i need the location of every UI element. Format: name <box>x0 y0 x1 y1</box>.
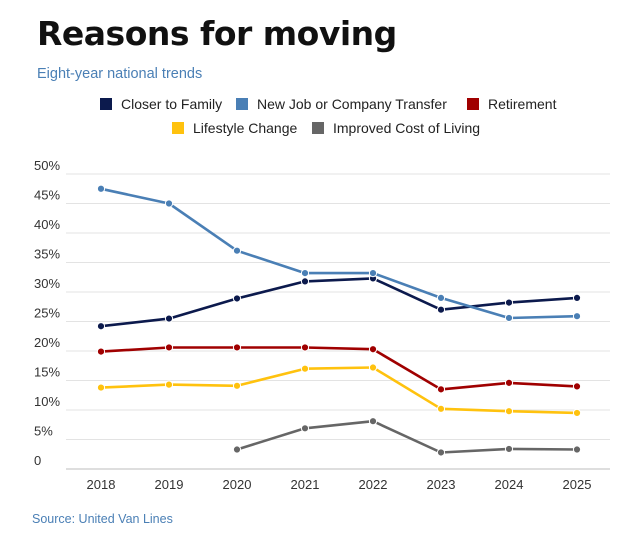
legend-swatch-icon <box>100 98 112 110</box>
data-point-improved-cost-of-living[interactable] <box>368 417 378 426</box>
x-tick-label: 2019 <box>155 477 184 492</box>
x-tick-label: 2018 <box>87 477 116 492</box>
x-tick-label: 2022 <box>359 477 388 492</box>
series-lines <box>96 184 582 457</box>
x-tick-label: 2021 <box>291 477 320 492</box>
data-point-lifestyle-change[interactable] <box>164 380 174 389</box>
legend-swatch-icon <box>236 98 248 110</box>
chart-source: Source: United Van Lines <box>32 512 173 526</box>
y-tick-label: 10% <box>34 394 60 409</box>
y-axis-tick-labels: 0 5% 10% 15% 20% 25% 30% 35% 40% 45% 50% <box>34 158 60 468</box>
y-tick-label: 50% <box>34 158 60 173</box>
series-retirement <box>96 343 582 394</box>
data-point-retirement[interactable] <box>232 343 242 352</box>
legend-label: Closer to Family <box>121 96 223 112</box>
series-closer-to-family <box>96 274 582 331</box>
x-tick-label: 2023 <box>427 477 456 492</box>
y-tick-label: 30% <box>34 276 60 291</box>
data-point-improved-cost-of-living[interactable] <box>300 424 310 433</box>
series-line-improved-cost-of-living <box>235 419 579 454</box>
y-tick-label: 40% <box>34 217 60 232</box>
legend-label: Lifestyle Change <box>193 120 298 136</box>
data-point-retirement[interactable] <box>300 343 310 352</box>
data-point-new-job-or-company-transfer[interactable] <box>300 269 310 278</box>
legend-label: New Job or Company Transfer <box>257 96 447 112</box>
data-point-lifestyle-change[interactable] <box>232 381 242 390</box>
data-point-closer-to-family[interactable] <box>96 322 106 331</box>
data-point-new-job-or-company-transfer[interactable] <box>368 269 378 278</box>
x-tick-label: 2024 <box>495 477 524 492</box>
series-lifestyle-change <box>96 363 582 418</box>
data-point-new-job-or-company-transfer[interactable] <box>164 199 174 208</box>
y-tick-label: 35% <box>34 247 60 262</box>
data-point-retirement[interactable] <box>504 378 514 387</box>
legend-item-retirement[interactable]: Retirement <box>467 96 556 112</box>
data-point-lifestyle-change[interactable] <box>436 404 446 413</box>
data-point-new-job-or-company-transfer[interactable] <box>504 313 514 323</box>
series-line-closer-to-family <box>99 277 579 328</box>
data-point-retirement[interactable] <box>96 347 106 356</box>
chart-title: Reasons for moving <box>37 14 397 53</box>
data-point-retirement[interactable] <box>164 343 174 352</box>
data-point-improved-cost-of-living[interactable] <box>232 445 242 454</box>
y-tick-label: 0 <box>34 453 41 468</box>
legend-item-lifestyle-change[interactable]: Lifestyle Change <box>172 120 297 136</box>
series-line-new-job-or-company-transfer <box>99 187 579 320</box>
legend-item-improved-cost-of-living[interactable]: Improved Cost of Living <box>312 120 480 136</box>
y-tick-label: 20% <box>34 335 60 350</box>
data-point-new-job-or-company-transfer[interactable] <box>436 293 446 302</box>
data-point-new-job-or-company-transfer[interactable] <box>96 184 106 193</box>
data-point-new-job-or-company-transfer[interactable] <box>232 246 242 255</box>
legend-swatch-icon <box>467 98 479 110</box>
legend-item-closer-to-family[interactable]: Closer to Family <box>100 96 222 112</box>
gridlines <box>66 173 610 470</box>
data-point-improved-cost-of-living[interactable] <box>436 448 446 457</box>
data-point-closer-to-family[interactable] <box>572 293 582 302</box>
legend-item-new-job-or-company-transfer[interactable]: New Job or Company Transfer <box>236 96 447 112</box>
data-point-closer-to-family[interactable] <box>504 298 514 307</box>
legend-label: Retirement <box>488 96 557 112</box>
data-point-closer-to-family[interactable] <box>436 305 446 314</box>
y-tick-label: 25% <box>34 306 60 321</box>
data-point-retirement[interactable] <box>572 382 582 391</box>
data-point-improved-cost-of-living[interactable] <box>572 445 582 454</box>
data-point-lifestyle-change[interactable] <box>368 363 378 372</box>
legend-swatch-icon <box>172 122 184 134</box>
series-new-job-or-company-transfer <box>96 184 582 323</box>
data-point-lifestyle-change[interactable] <box>300 364 310 373</box>
y-tick-label: 15% <box>34 365 60 380</box>
y-tick-label: 45% <box>34 188 60 203</box>
y-tick-label: 5% <box>34 424 53 439</box>
data-point-lifestyle-change[interactable] <box>572 408 582 418</box>
series-line-retirement <box>99 346 579 391</box>
x-axis-tick-labels: 2018 2019 2020 2021 2022 2023 2024 2025 <box>87 477 592 492</box>
x-tick-label: 2020 <box>223 477 252 492</box>
data-point-improved-cost-of-living[interactable] <box>504 444 514 454</box>
legend-swatch-icon <box>312 122 324 134</box>
data-point-lifestyle-change[interactable] <box>96 383 106 392</box>
data-point-retirement[interactable] <box>436 385 446 394</box>
legend-label: Improved Cost of Living <box>333 120 481 136</box>
data-point-closer-to-family[interactable] <box>164 314 174 323</box>
data-point-closer-to-family[interactable] <box>232 294 242 303</box>
chart-subtitle: Eight-year national trends <box>37 66 203 82</box>
series-line-lifestyle-change <box>99 366 579 415</box>
data-point-closer-to-family[interactable] <box>300 277 310 286</box>
data-point-retirement[interactable] <box>368 345 378 354</box>
x-tick-label: 2025 <box>563 477 592 492</box>
data-point-new-job-or-company-transfer[interactable] <box>572 312 582 321</box>
series-improved-cost-of-living <box>232 417 582 457</box>
data-point-lifestyle-change[interactable] <box>504 407 514 416</box>
